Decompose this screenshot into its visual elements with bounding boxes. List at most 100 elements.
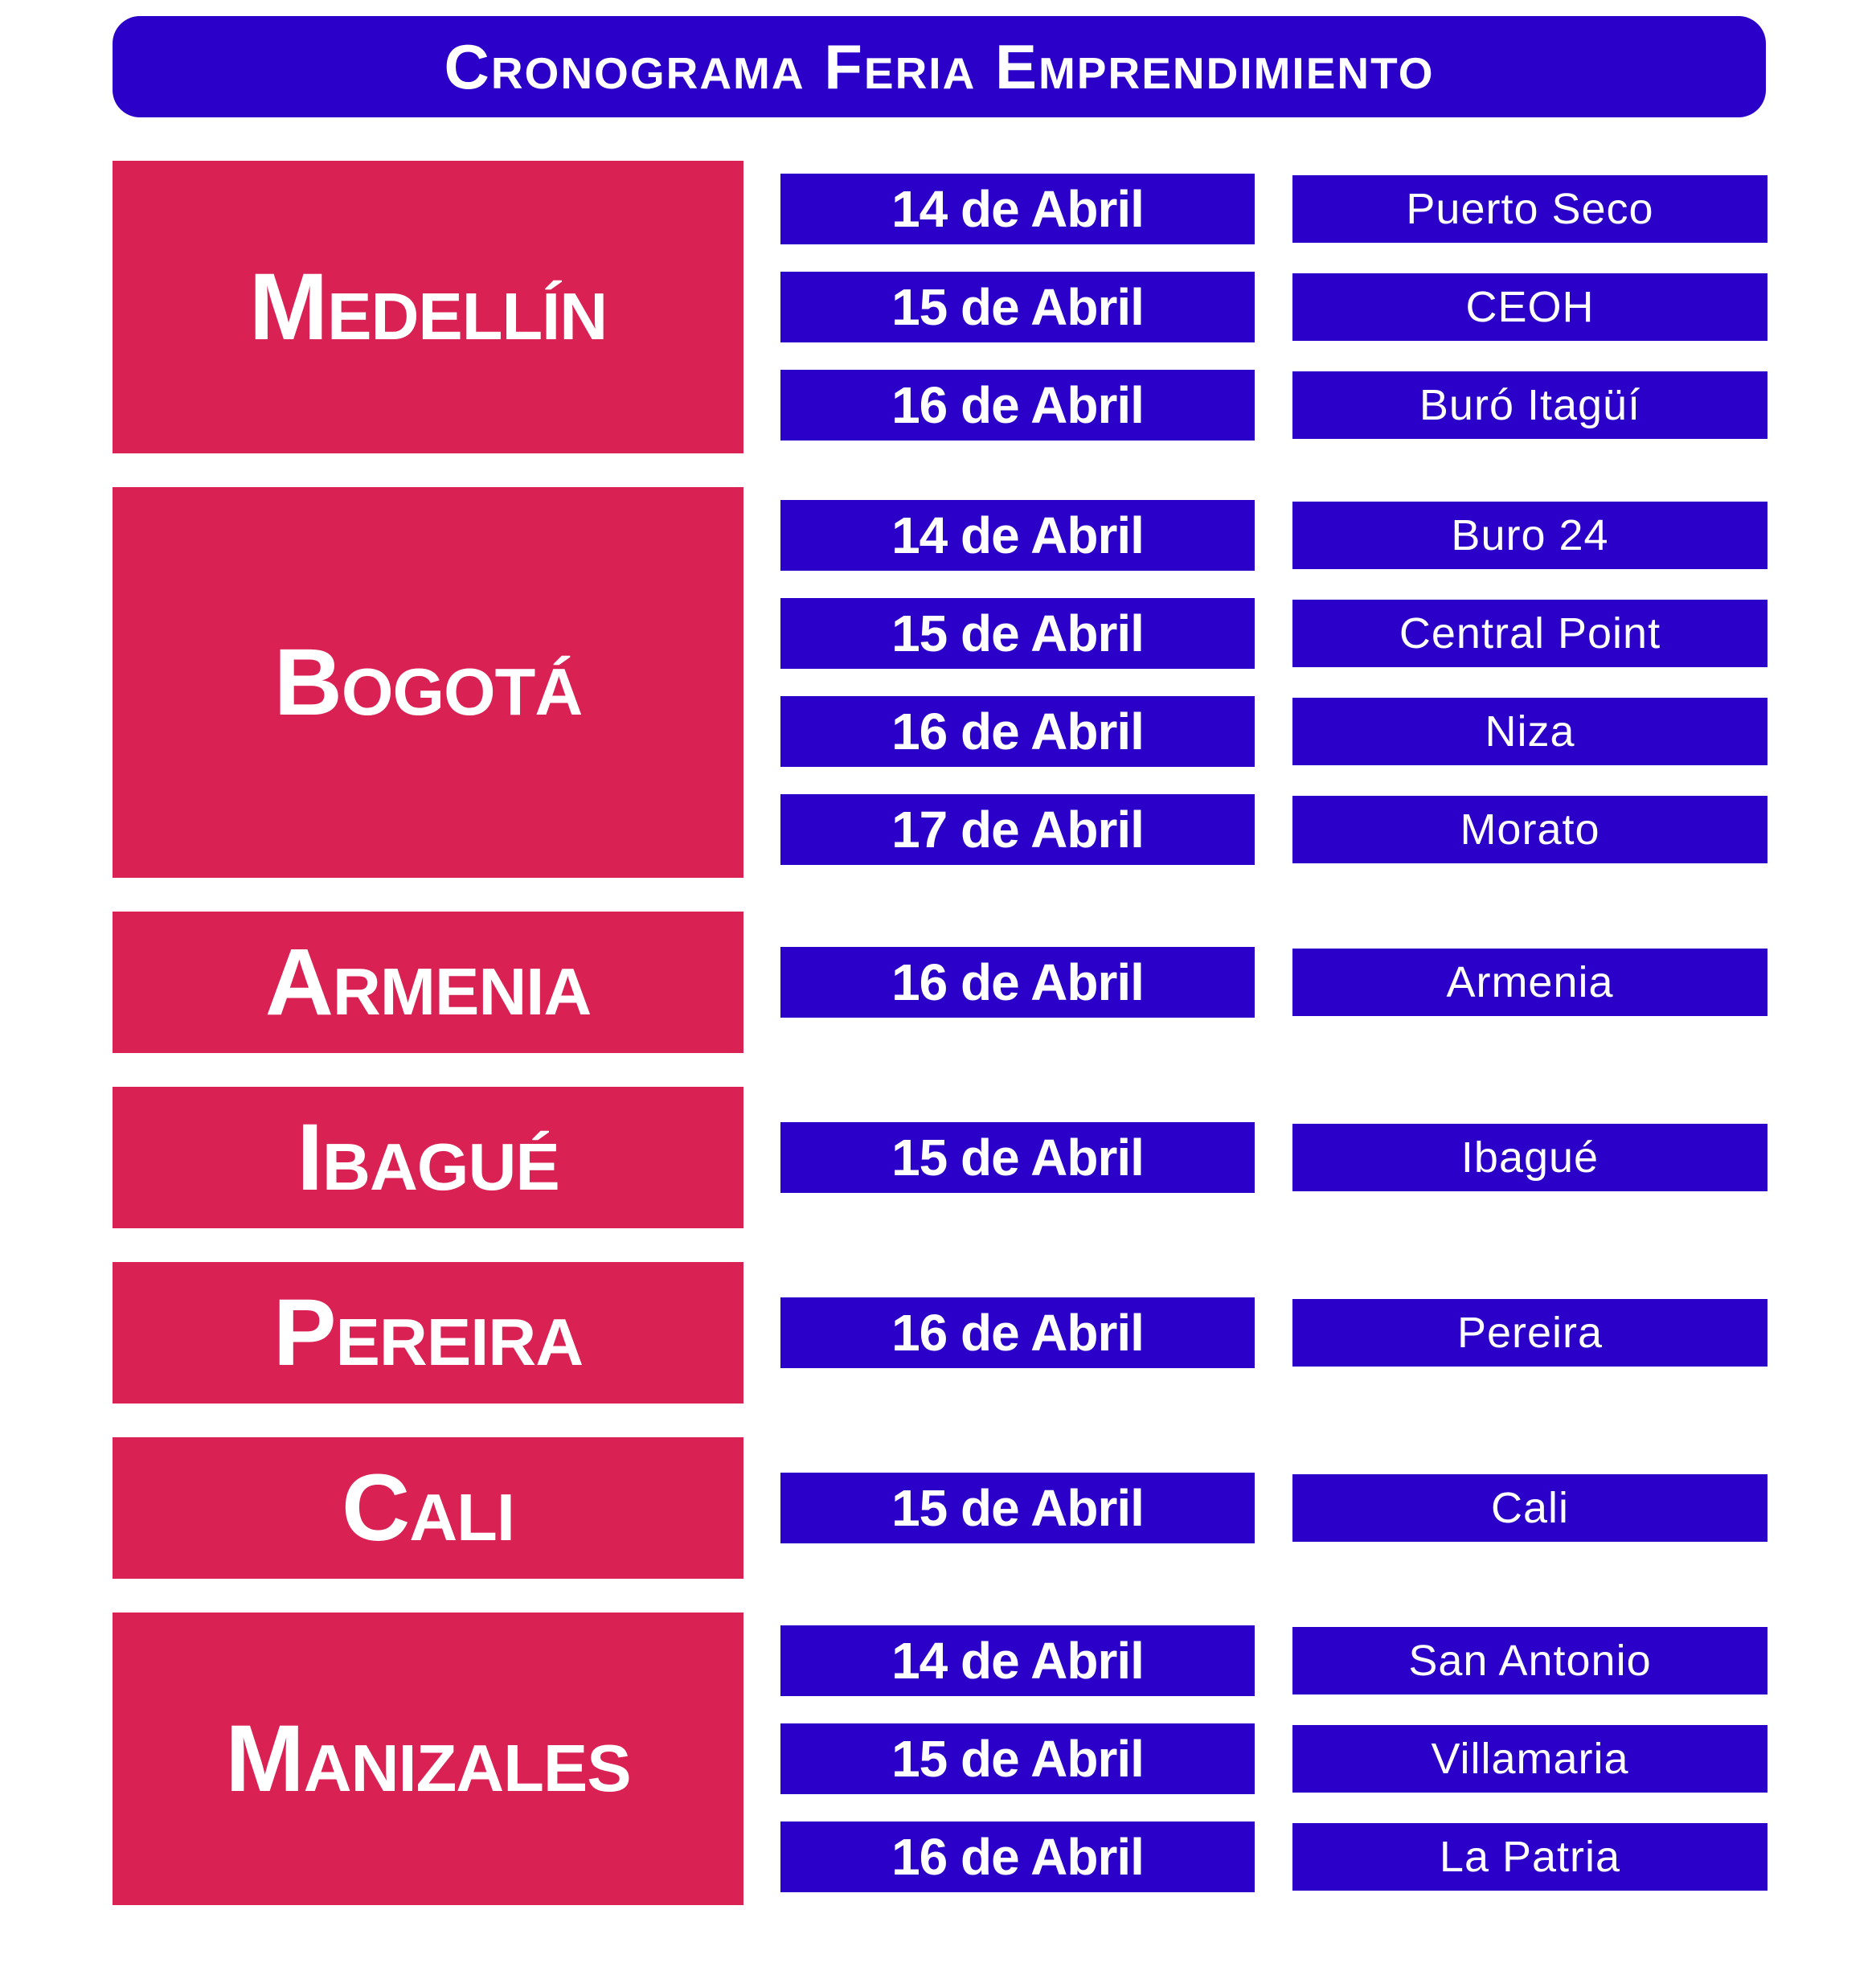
location-label: Ibagué <box>1460 1133 1600 1182</box>
date-badge: 16 de Abril <box>780 1297 1255 1368</box>
schedule-rows: 16 de Abril Armenia <box>780 912 1767 1053</box>
date-label: 15 de Abril <box>891 604 1145 662</box>
schedule-rows: 15 de Abril Ibagué <box>780 1087 1767 1228</box>
city-group: Armenia 16 de Abril Armenia <box>113 912 1767 1053</box>
date-label: 16 de Abril <box>891 1304 1145 1362</box>
schedule-row: 16 de Abril La Patria <box>780 1822 1767 1892</box>
city-group: Pereira 16 de Abril Pereira <box>113 1262 1767 1404</box>
location-badge: Ibagué <box>1292 1124 1767 1191</box>
schedule-row: 15 de Abril Cali <box>780 1473 1767 1543</box>
schedule-row: 17 de Abril Morato <box>780 794 1767 865</box>
location-label: Buro 24 <box>1451 511 1609 559</box>
schedule-rows: 14 de Abril Puerto Seco 15 de Abril CEOH… <box>780 161 1767 453</box>
city-label: Bogotá <box>273 629 584 736</box>
date-label: 16 de Abril <box>891 703 1145 760</box>
groups: Medellín 14 de Abril Puerto Seco 15 de A… <box>113 161 1767 1905</box>
date-label: 15 de Abril <box>891 1730 1145 1788</box>
date-badge: 15 de Abril <box>780 1723 1255 1794</box>
schedule-row: 16 de Abril Niza <box>780 696 1767 767</box>
location-badge: Buró Itagüí <box>1292 371 1767 439</box>
date-badge: 16 de Abril <box>780 696 1255 767</box>
date-label: 16 de Abril <box>891 953 1145 1011</box>
title-banner: Cronograma Feria Emprendimiento <box>113 16 1766 117</box>
location-badge: Buro 24 <box>1292 502 1767 569</box>
schedule-row: 15 de Abril CEOH <box>780 272 1767 342</box>
schedule-rows: 16 de Abril Pereira <box>780 1262 1767 1404</box>
date-badge: 15 de Abril <box>780 1122 1255 1193</box>
date-badge: 14 de Abril <box>780 500 1255 571</box>
location-label: Cali <box>1490 1484 1570 1532</box>
location-label: San Antonio <box>1408 1637 1652 1685</box>
city-box: Bogotá <box>113 487 743 878</box>
schedule-row: 15 de Abril Ibagué <box>780 1122 1767 1193</box>
schedule-rows: 15 de Abril Cali <box>780 1437 1767 1579</box>
city-label: Ibagué <box>297 1104 560 1211</box>
city-label: Cali <box>342 1455 515 1561</box>
city-box: Pereira <box>113 1262 743 1404</box>
location-label: Puerto Seco <box>1406 185 1654 233</box>
date-badge: 15 de Abril <box>780 272 1255 342</box>
location-label: Armenia <box>1446 958 1614 1006</box>
location-label: Morato <box>1460 805 1600 854</box>
date-label: 14 de Abril <box>891 1632 1145 1690</box>
location-label: Niza <box>1485 707 1575 756</box>
date-label: 15 de Abril <box>891 1479 1145 1537</box>
date-badge: 15 de Abril <box>780 598 1255 669</box>
date-badge: 14 de Abril <box>780 174 1255 244</box>
schedule-row: 16 de Abril Buró Itagüí <box>780 370 1767 441</box>
city-label: Medellín <box>248 254 608 360</box>
date-badge: 16 de Abril <box>780 1822 1255 1892</box>
location-label: CEOH <box>1465 283 1595 331</box>
date-label: 15 de Abril <box>891 278 1145 336</box>
city-box: Manizales <box>113 1613 743 1905</box>
location-label: Villamaria <box>1431 1735 1629 1783</box>
date-label: 16 de Abril <box>891 376 1145 434</box>
schedule-poster: Cronograma Feria Emprendimiento Medellín… <box>113 16 1767 1905</box>
schedule-row: 14 de Abril Buro 24 <box>780 500 1767 571</box>
schedule-rows: 14 de Abril Buro 24 15 de Abril Central … <box>780 487 1767 878</box>
city-box: Ibagué <box>113 1087 743 1228</box>
date-label: 15 de Abril <box>891 1129 1145 1186</box>
page-title: Cronograma Feria Emprendimiento <box>444 31 1435 102</box>
date-label: 14 de Abril <box>891 180 1145 238</box>
city-box: Cali <box>113 1437 743 1579</box>
date-badge: 15 de Abril <box>780 1473 1255 1543</box>
date-badge: 16 de Abril <box>780 370 1255 441</box>
schedule-row: 16 de Abril Pereira <box>780 1297 1767 1368</box>
city-label: Armenia <box>264 929 592 1035</box>
location-badge: Morato <box>1292 796 1767 863</box>
location-badge: CEOH <box>1292 273 1767 341</box>
date-label: 17 de Abril <box>891 801 1145 859</box>
schedule-row: 14 de Abril San Antonio <box>780 1625 1767 1696</box>
location-badge: Cali <box>1292 1474 1767 1542</box>
schedule-row: 16 de Abril Armenia <box>780 947 1767 1018</box>
location-label: Buró Itagüí <box>1419 381 1641 429</box>
location-label: Pereira <box>1456 1309 1604 1357</box>
date-badge: 17 de Abril <box>780 794 1255 865</box>
city-label: Pereira <box>272 1280 584 1386</box>
location-badge: Niza <box>1292 698 1767 765</box>
city-group: Bogotá 14 de Abril Buro 24 15 de Abril C… <box>113 487 1767 878</box>
location-badge: Central Point <box>1292 600 1767 667</box>
date-badge: 14 de Abril <box>780 1625 1255 1696</box>
city-label: Manizales <box>225 1706 631 1812</box>
schedule-row: 14 de Abril Puerto Seco <box>780 174 1767 244</box>
location-badge: San Antonio <box>1292 1627 1767 1694</box>
location-badge: La Patria <box>1292 1823 1767 1891</box>
city-group: Medellín 14 de Abril Puerto Seco 15 de A… <box>113 161 1767 453</box>
schedule-row: 15 de Abril Villamaria <box>780 1723 1767 1794</box>
date-label: 16 de Abril <box>891 1828 1145 1886</box>
schedule-rows: 14 de Abril San Antonio 15 de Abril Vill… <box>780 1613 1767 1905</box>
date-badge: 16 de Abril <box>780 947 1255 1018</box>
location-label: La Patria <box>1439 1833 1621 1881</box>
location-badge: Armenia <box>1292 949 1767 1016</box>
schedule-row: 15 de Abril Central Point <box>780 598 1767 669</box>
location-label: Central Point <box>1399 609 1661 658</box>
city-box: Medellín <box>113 161 743 453</box>
city-box: Armenia <box>113 912 743 1053</box>
location-badge: Puerto Seco <box>1292 175 1767 243</box>
city-group: Manizales 14 de Abril San Antonio 15 de … <box>113 1613 1767 1905</box>
location-badge: Villamaria <box>1292 1725 1767 1793</box>
city-group: Cali 15 de Abril Cali <box>113 1437 1767 1579</box>
date-label: 14 de Abril <box>891 506 1145 564</box>
